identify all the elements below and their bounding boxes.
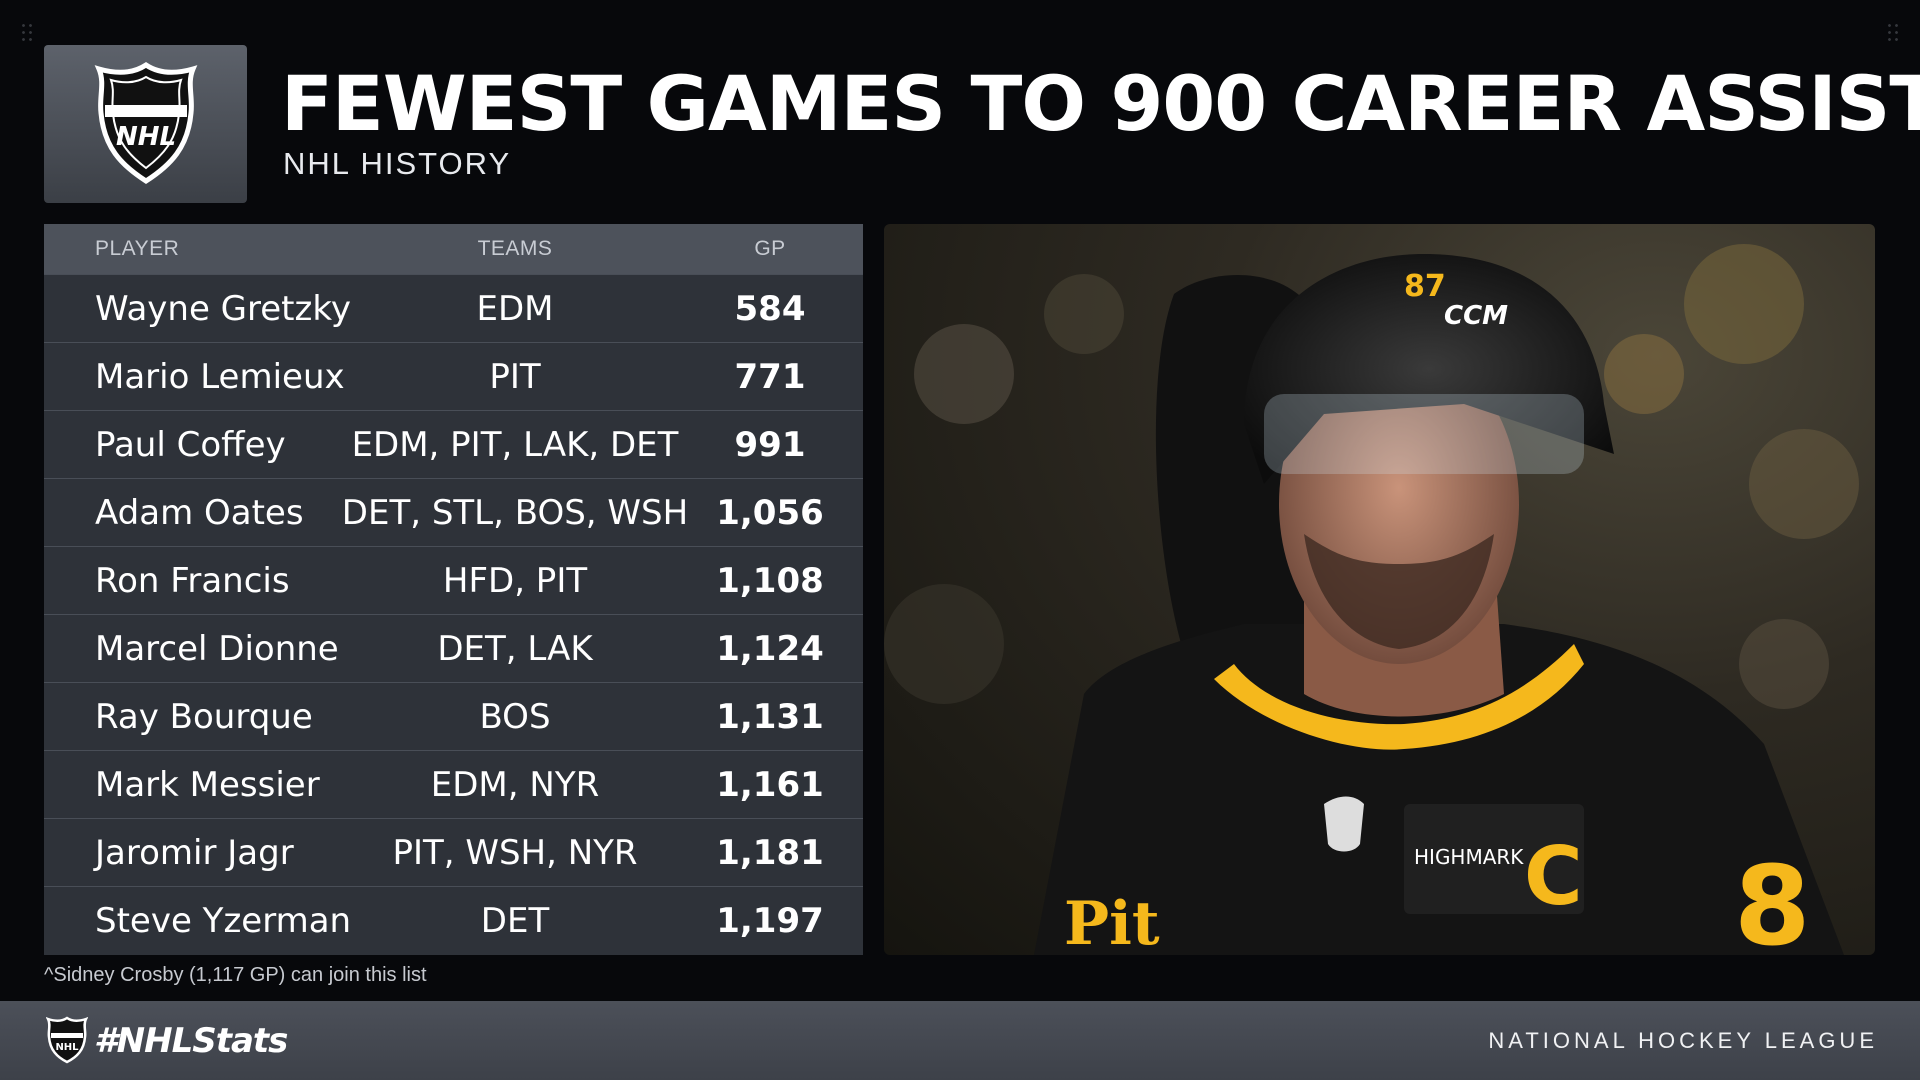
- table-row: Ron Francis HFD, PIT 1,108: [44, 546, 863, 614]
- table-row: Mark Messier EDM, NYR 1,161: [44, 750, 863, 818]
- footer-nhl-logo-icon: NHL: [46, 1016, 88, 1064]
- table-row: Mario Lemieux PIT 771: [44, 342, 863, 410]
- player-name: Ron Francis: [95, 560, 290, 601]
- games-played: 1,108: [716, 560, 824, 601]
- nhl-logo: NHL: [44, 45, 247, 203]
- nhl-shield-icon: NHL: [94, 61, 197, 184]
- column-header-gp: GP: [754, 237, 786, 260]
- footer-bar: NHL #NHLStats NATIONAL HOCKEY LEAGUE: [0, 1001, 1920, 1080]
- player-name: Mario Lemieux: [95, 356, 345, 397]
- player-name: Wayne Gretzky: [95, 288, 351, 329]
- player-teams: DET, STL, BOS, WSH: [341, 492, 689, 533]
- games-played: 991: [734, 424, 806, 465]
- column-header-teams: TEAMS: [477, 237, 553, 260]
- table-row: Paul Coffey EDM, PIT, LAK, DET 991: [44, 410, 863, 478]
- games-played: 584: [734, 288, 806, 329]
- shoulder-text: Pit: [1064, 889, 1160, 955]
- helmet-number: 87: [1404, 269, 1446, 304]
- player-name: Jaromir Jagr: [95, 832, 294, 873]
- player-teams: EDM, PIT, LAK, DET: [351, 424, 679, 465]
- sleeve-number: 8: [1734, 842, 1811, 955]
- player-photo: CCM 87 C HIGHMARK 8 Pit: [884, 224, 1875, 955]
- hashtag-nhlstats[interactable]: #NHLStats: [94, 1021, 288, 1061]
- player-name: Paul Coffey: [95, 424, 286, 465]
- table-body: Wayne Gretzky EDM 584 Mario Lemieux PIT 771 Pa…: [44, 274, 863, 954]
- helmet-brand: CCM: [1444, 301, 1508, 331]
- page-title: FEWEST GAMES TO 900 CAREER ASSISTS: [281, 59, 1920, 148]
- games-played: 1,056: [716, 492, 824, 533]
- table-row: Adam Oates DET, STL, BOS, WSH 1,056: [44, 478, 863, 546]
- captain-letter: C: [1524, 830, 1583, 923]
- games-played: 1,197: [716, 900, 824, 941]
- player-teams: HFD, PIT: [442, 560, 588, 601]
- table-row: Wayne Gretzky EDM 584: [44, 274, 863, 342]
- games-played: 1,161: [716, 764, 824, 805]
- games-played: 1,131: [716, 696, 824, 737]
- table-row: Marcel Dionne DET, LAK 1,124: [44, 614, 863, 682]
- player-name: Marcel Dionne: [95, 628, 339, 669]
- table-row: Jaromir Jagr PIT, WSH, NYR 1,181: [44, 818, 863, 886]
- player-teams: PIT, WSH, NYR: [392, 832, 638, 873]
- corner-dots-right: [1886, 22, 1900, 44]
- player-name: Adam Oates: [95, 492, 304, 533]
- games-played: 771: [734, 356, 806, 397]
- player-teams: EDM: [476, 288, 554, 329]
- logo-text: NHL: [115, 122, 175, 152]
- sponsor-text: HIGHMARK: [1414, 845, 1524, 869]
- stats-table: PLAYER TEAMS GP Wayne Gretzky EDM 584 Mario…: [44, 224, 863, 955]
- player-teams: DET: [480, 900, 550, 941]
- player-name: Mark Messier: [95, 764, 320, 805]
- column-header-player: PLAYER: [95, 237, 180, 260]
- games-played: 1,124: [716, 628, 824, 669]
- page-subtitle: NHL HISTORY: [283, 146, 512, 181]
- footnote: ^Sidney Crosby (1,117 GP) can join this …: [44, 964, 427, 986]
- svg-text:NHL: NHL: [55, 1042, 79, 1053]
- player-illustration: CCM 87 C HIGHMARK 8 Pit: [884, 244, 1859, 955]
- table-row: Ray Bourque BOS 1,131: [44, 682, 863, 750]
- corner-dots-left: [20, 22, 34, 44]
- table-row: Steve Yzerman DET 1,197: [44, 886, 863, 954]
- player-teams: PIT: [489, 356, 541, 397]
- player-teams: DET, LAK: [437, 628, 593, 669]
- table-header: PLAYER TEAMS GP: [44, 224, 863, 274]
- player-name: Steve Yzerman: [95, 900, 352, 941]
- player-teams: EDM, NYR: [430, 764, 600, 805]
- league-name: NATIONAL HOCKEY LEAGUE: [1488, 1028, 1878, 1053]
- player-name: Ray Bourque: [95, 696, 313, 737]
- player-teams: BOS: [479, 696, 551, 737]
- games-played: 1,181: [716, 832, 824, 873]
